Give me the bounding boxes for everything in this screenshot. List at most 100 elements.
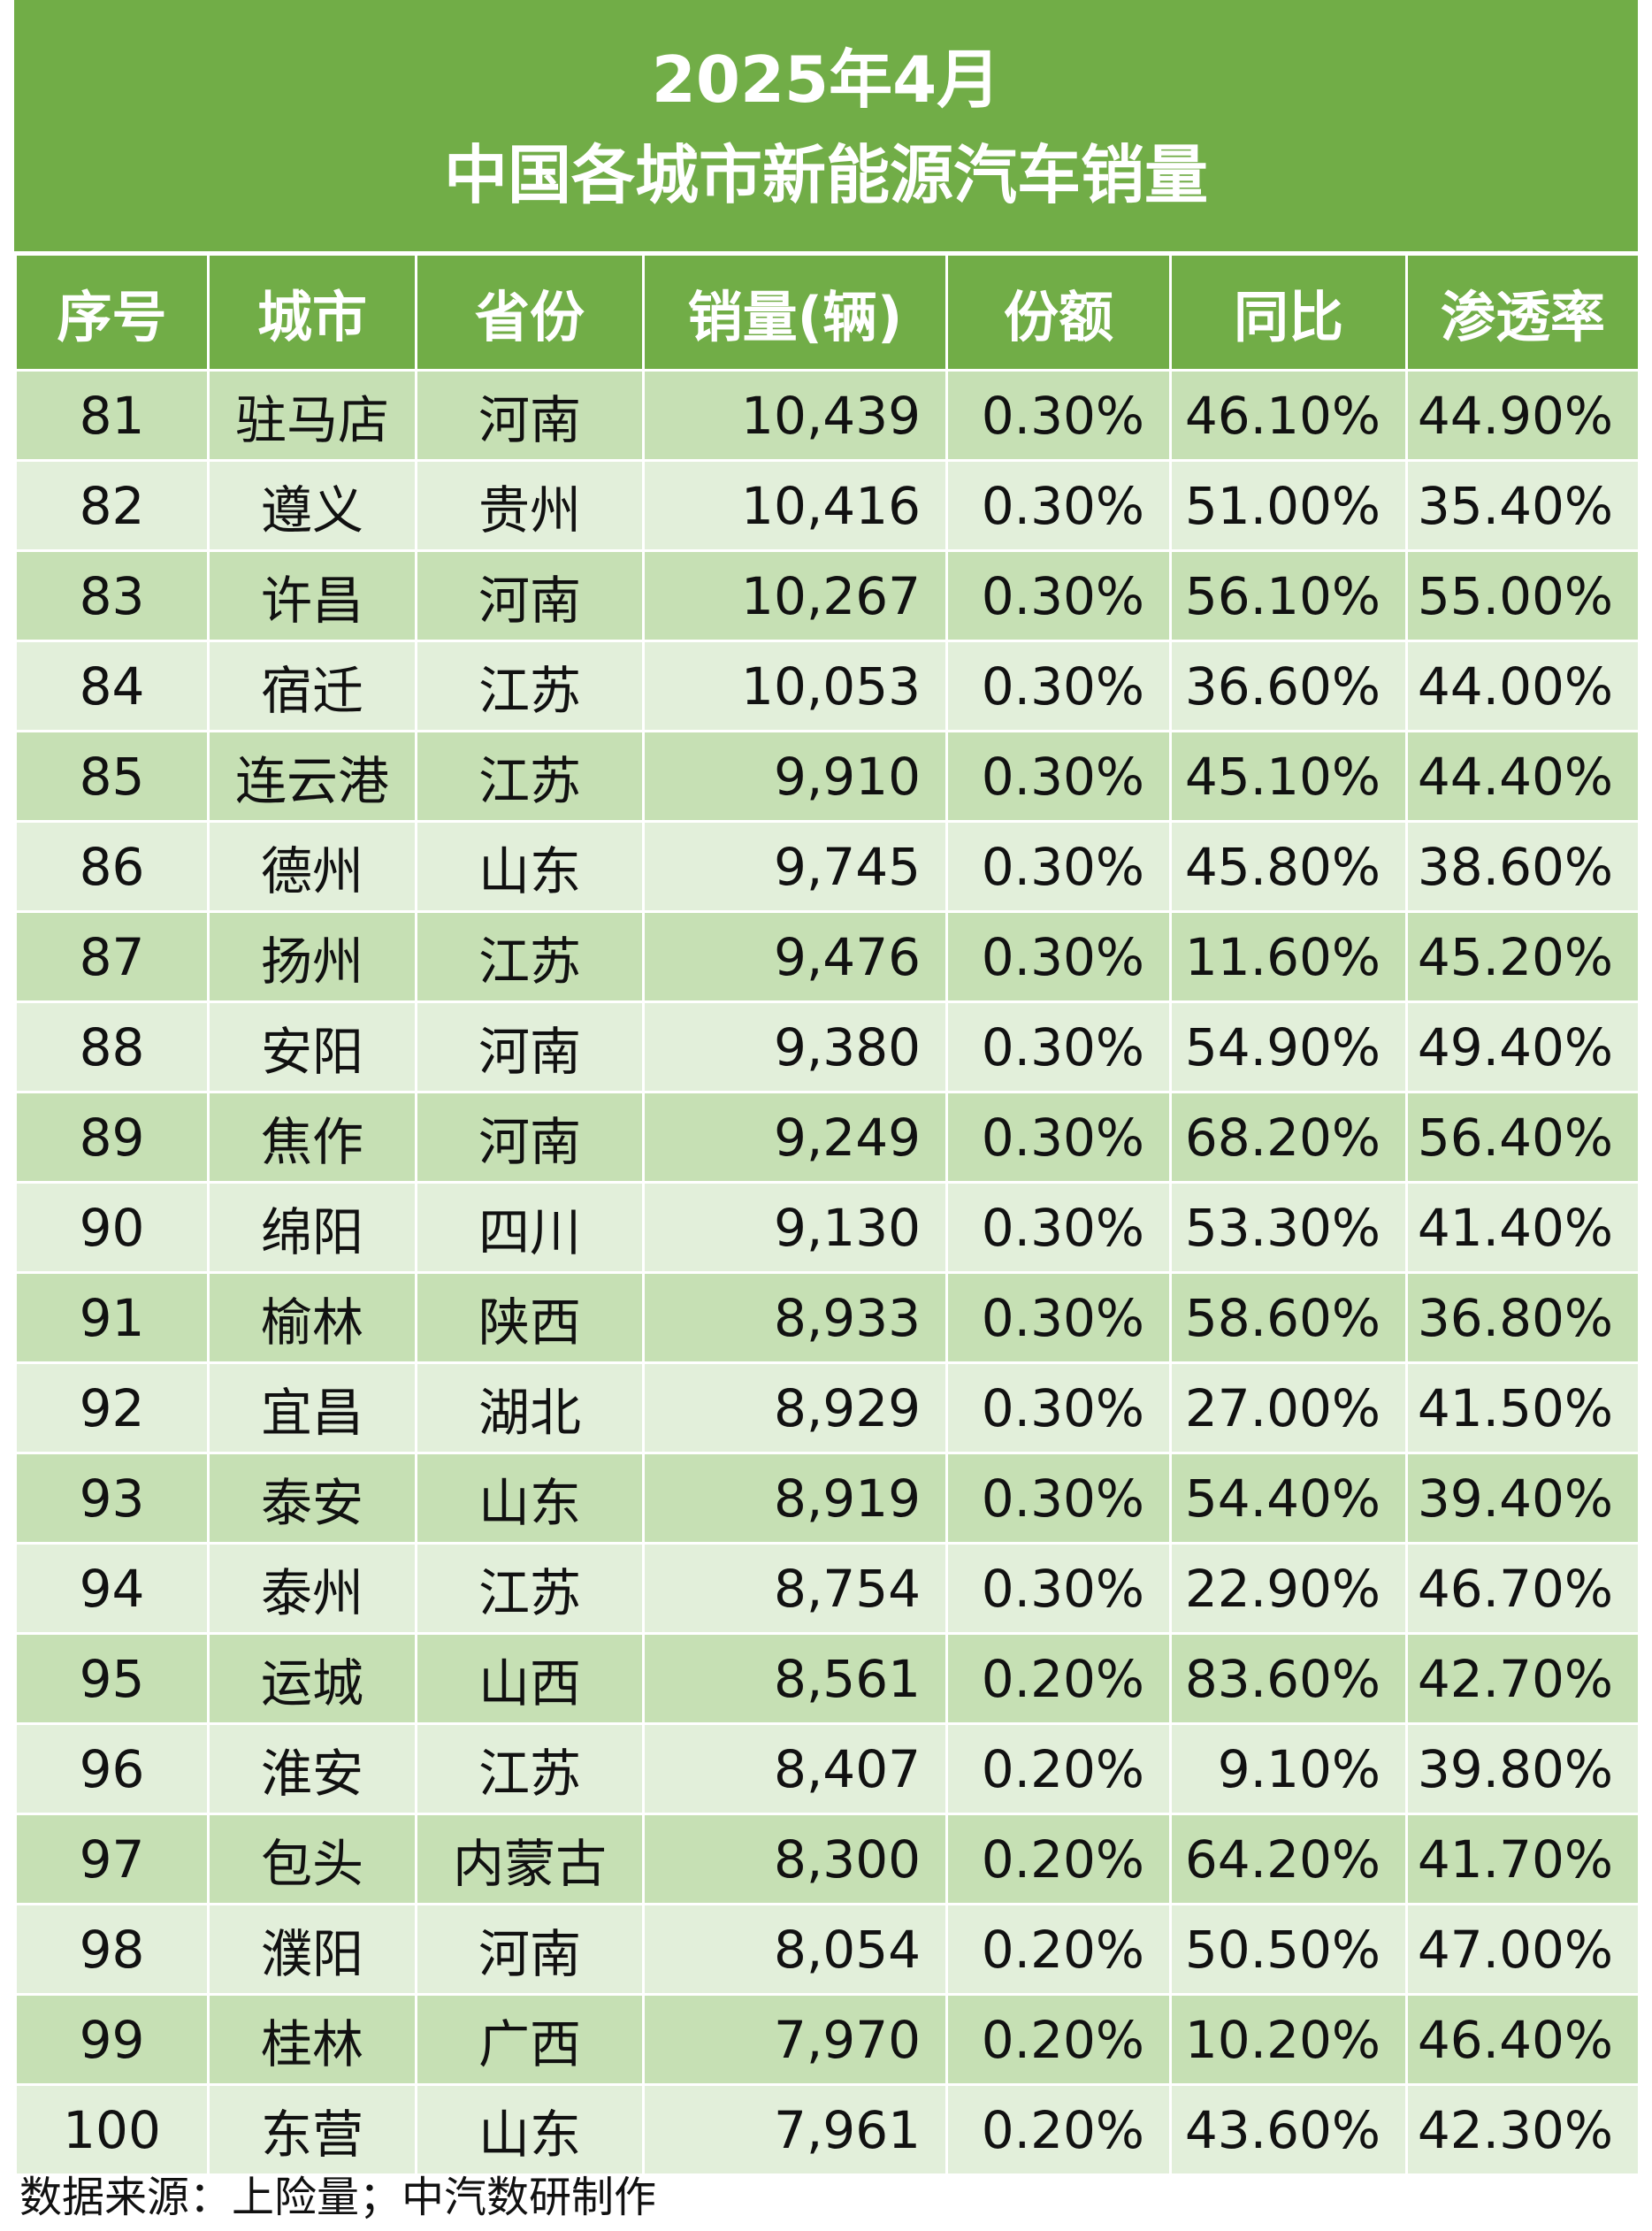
penetration-cell: 46.70%	[1405, 1542, 1641, 1635]
rank-cell: 88	[14, 1000, 210, 1093]
city-cell: 驻马店	[207, 369, 417, 462]
share-cell: 0.30%	[945, 640, 1172, 732]
penetration-cell: 44.90%	[1405, 369, 1641, 462]
table-header-row: 序号 城市 省份 销量(辆) 份额 同比 渗透率	[14, 253, 1641, 372]
table-row: 94 泰州 江苏 8,754 0.30% 22.90% 46.70%	[14, 1542, 1641, 1635]
province-cell: 山东	[415, 820, 645, 913]
share-cell: 0.30%	[945, 1542, 1172, 1635]
header-province: 省份	[415, 253, 645, 372]
table-row: 97 包头 内蒙古 8,300 0.20% 64.20% 41.70%	[14, 1813, 1641, 1905]
yoy-cell: 50.50%	[1169, 1903, 1408, 1996]
table-row: 89 焦作 河南 9,249 0.30% 68.20% 56.40%	[14, 1091, 1641, 1184]
rank-cell: 82	[14, 459, 210, 552]
penetration-cell: 55.00%	[1405, 549, 1641, 642]
yoy-cell: 68.20%	[1169, 1091, 1408, 1184]
header-rank: 序号	[14, 253, 210, 372]
province-cell: 湖北	[415, 1361, 645, 1454]
table-row: 86 德州 山东 9,745 0.30% 45.80% 38.60%	[14, 820, 1641, 913]
share-cell: 0.30%	[945, 549, 1172, 642]
table-row: 91 榆林 陕西 8,933 0.30% 58.60% 36.80%	[14, 1271, 1641, 1364]
sales-cell: 7,961	[642, 2083, 948, 2176]
city-cell: 宿迁	[207, 640, 417, 732]
province-cell: 江苏	[415, 1542, 645, 1635]
city-cell: 安阳	[207, 1000, 417, 1093]
penetration-cell: 41.50%	[1405, 1361, 1641, 1454]
city-cell: 泰州	[207, 1542, 417, 1635]
share-cell: 0.20%	[945, 1722, 1172, 1815]
province-cell: 河南	[415, 1000, 645, 1093]
province-cell: 陕西	[415, 1271, 645, 1364]
yoy-cell: 43.60%	[1169, 2083, 1408, 2176]
sales-cell: 8,300	[642, 1813, 948, 1905]
header-penetration: 渗透率	[1405, 253, 1641, 372]
sales-cell: 10,267	[642, 549, 948, 642]
yoy-cell: 10.20%	[1169, 1993, 1408, 2086]
table-row: 92 宜昌 湖北 8,929 0.30% 27.00% 41.50%	[14, 1361, 1641, 1454]
province-cell: 河南	[415, 1091, 645, 1184]
yoy-cell: 56.10%	[1169, 549, 1408, 642]
penetration-cell: 49.40%	[1405, 1000, 1641, 1093]
penetration-cell: 47.00%	[1405, 1903, 1641, 1996]
city-cell: 扬州	[207, 910, 417, 1003]
share-cell: 0.30%	[945, 730, 1172, 823]
yoy-cell: 54.90%	[1169, 1000, 1408, 1093]
share-cell: 0.30%	[945, 820, 1172, 913]
city-cell: 运城	[207, 1632, 417, 1725]
yoy-cell: 9.10%	[1169, 1722, 1408, 1815]
header-share: 份额	[945, 253, 1172, 372]
share-cell: 0.30%	[945, 459, 1172, 552]
share-cell: 0.30%	[945, 1452, 1172, 1545]
city-cell: 东营	[207, 2083, 417, 2176]
sales-cell: 9,910	[642, 730, 948, 823]
yoy-cell: 64.20%	[1169, 1813, 1408, 1905]
province-cell: 河南	[415, 369, 645, 462]
rank-cell: 97	[14, 1813, 210, 1905]
sales-cell: 10,439	[642, 369, 948, 462]
province-cell: 山东	[415, 2083, 645, 2176]
table-row: 81 驻马店 河南 10,439 0.30% 46.10% 44.90%	[14, 369, 1641, 462]
province-cell: 江苏	[415, 910, 645, 1003]
header-city: 城市	[207, 253, 417, 372]
rank-cell: 95	[14, 1632, 210, 1725]
table-row: 87 扬州 江苏 9,476 0.30% 11.60% 45.20%	[14, 910, 1641, 1003]
share-cell: 0.30%	[945, 910, 1172, 1003]
share-cell: 0.30%	[945, 1361, 1172, 1454]
penetration-cell: 44.40%	[1405, 730, 1641, 823]
table-row: 84 宿迁 江苏 10,053 0.30% 36.60% 44.00%	[14, 640, 1641, 732]
table-row: 88 安阳 河南 9,380 0.30% 54.90% 49.40%	[14, 1000, 1641, 1093]
yoy-cell: 27.00%	[1169, 1361, 1408, 1454]
rank-cell: 93	[14, 1452, 210, 1545]
penetration-cell: 56.40%	[1405, 1091, 1641, 1184]
share-cell: 0.20%	[945, 1813, 1172, 1905]
sales-table: 序号 城市 省份 销量(辆) 份额 同比 渗透率 81 驻马店 河南 10,439 0.…	[14, 253, 1641, 2176]
sales-cell: 8,054	[642, 1903, 948, 1996]
sales-cell: 9,380	[642, 1000, 948, 1093]
source-note: 数据来源：上险量；中汽数研制作	[19, 2173, 657, 2222]
yoy-cell: 22.90%	[1169, 1542, 1408, 1635]
share-cell: 0.30%	[945, 1181, 1172, 1274]
rank-cell: 94	[14, 1542, 210, 1635]
province-cell: 广西	[415, 1993, 645, 2086]
share-cell: 0.20%	[945, 1903, 1172, 1996]
table-row: 93 泰安 山东 8,919 0.30% 54.40% 39.40%	[14, 1452, 1641, 1545]
rank-cell: 96	[14, 1722, 210, 1815]
yoy-cell: 53.30%	[1169, 1181, 1408, 1274]
yoy-cell: 45.80%	[1169, 820, 1408, 913]
title-date: 2025年4月	[651, 42, 1001, 117]
sales-cell: 10,053	[642, 640, 948, 732]
sales-cell: 10,416	[642, 459, 948, 552]
province-cell: 贵州	[415, 459, 645, 552]
header-sales: 销量(辆)	[642, 253, 948, 372]
rank-cell: 81	[14, 369, 210, 462]
sales-cell: 8,933	[642, 1271, 948, 1364]
yoy-cell: 11.60%	[1169, 910, 1408, 1003]
yoy-cell: 45.10%	[1169, 730, 1408, 823]
city-cell: 泰安	[207, 1452, 417, 1545]
rank-cell: 92	[14, 1361, 210, 1454]
penetration-cell: 41.40%	[1405, 1181, 1641, 1274]
rank-cell: 83	[14, 549, 210, 642]
table-row: 100 东营 山东 7,961 0.20% 43.60% 42.30%	[14, 2083, 1641, 2176]
table-row: 99 桂林 广西 7,970 0.20% 10.20% 46.40%	[14, 1993, 1641, 2086]
penetration-cell: 46.40%	[1405, 1993, 1641, 2086]
province-cell: 山西	[415, 1632, 645, 1725]
